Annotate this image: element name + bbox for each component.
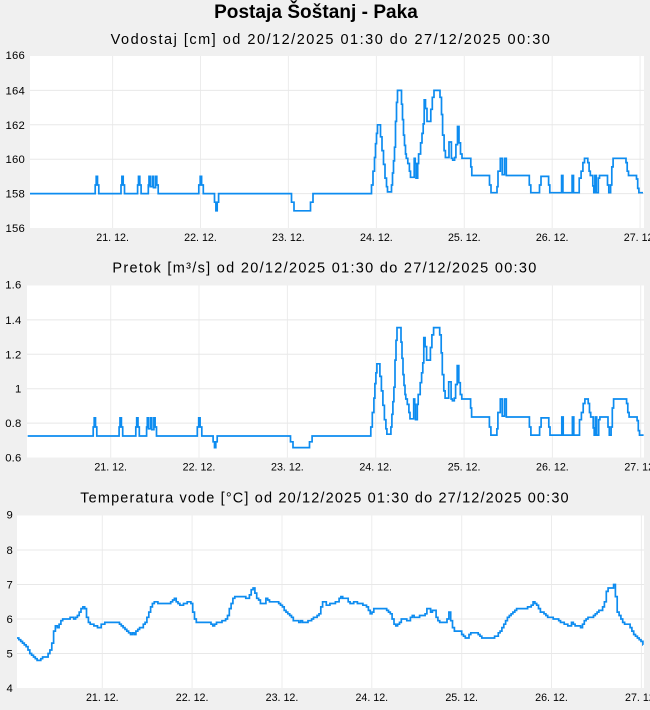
svg-text:22. 12.: 22. 12. (184, 232, 217, 244)
svg-text:26. 12.: 26. 12. (535, 692, 568, 704)
svg-text:162: 162 (6, 120, 25, 132)
svg-text:1: 1 (15, 384, 21, 396)
svg-text:25. 12.: 25. 12. (445, 692, 478, 704)
svg-text:Vodostaj [cm] od 20/12/2025 01: Vodostaj [cm] od 20/12/2025 01:30 do 27/… (111, 32, 552, 48)
svg-text:26. 12.: 26. 12. (536, 232, 569, 244)
svg-text:27. 12.: 27. 12. (625, 692, 650, 704)
svg-text:22. 12.: 22. 12. (183, 462, 216, 474)
svg-text:22. 12.: 22. 12. (176, 692, 209, 704)
svg-text:21. 12.: 21. 12. (96, 232, 129, 244)
svg-text:21. 12.: 21. 12. (94, 462, 127, 474)
svg-text:24. 12.: 24. 12. (360, 232, 393, 244)
svg-text:0.6: 0.6 (5, 453, 21, 465)
svg-text:1.2: 1.2 (5, 349, 21, 361)
svg-text:26. 12.: 26. 12. (536, 462, 569, 474)
svg-text:27. 12.: 27. 12. (624, 462, 650, 474)
svg-text:1.6: 1.6 (5, 279, 21, 291)
svg-text:24. 12.: 24. 12. (355, 692, 388, 704)
svg-text:21. 12.: 21. 12. (86, 692, 119, 704)
svg-text:24. 12.: 24. 12. (359, 462, 392, 474)
svg-text:Postaja Šoštanj - Paka: Postaja Šoštanj - Paka (214, 1, 418, 23)
svg-text:7: 7 (7, 580, 13, 592)
svg-text:164: 164 (6, 85, 25, 97)
svg-text:158: 158 (6, 189, 25, 201)
svg-text:0.8: 0.8 (5, 418, 21, 430)
svg-text:Temperatura vode [°C] od 20/12: Temperatura vode [°C] od 20/12/2025 01:3… (80, 491, 570, 507)
svg-text:23. 12.: 23. 12. (272, 232, 305, 244)
svg-text:8: 8 (7, 545, 13, 557)
svg-text:5: 5 (7, 649, 13, 661)
svg-text:25. 12.: 25. 12. (448, 462, 481, 474)
svg-text:6: 6 (7, 614, 13, 626)
svg-text:23. 12.: 23. 12. (271, 462, 304, 474)
svg-text:4: 4 (7, 683, 13, 695)
svg-text:1.4: 1.4 (5, 315, 21, 327)
svg-text:Pretok [m³/s] od 20/12/2025 01: Pretok [m³/s] od 20/12/2025 01:30 do 27/… (112, 261, 537, 277)
svg-text:160: 160 (6, 154, 25, 166)
svg-text:166: 166 (6, 50, 25, 62)
svg-text:25. 12.: 25. 12. (448, 232, 481, 244)
svg-text:9: 9 (7, 509, 13, 521)
svg-text:27. 12.: 27. 12. (624, 232, 650, 244)
svg-text:23. 12.: 23. 12. (266, 692, 299, 704)
svg-text:156: 156 (6, 223, 25, 235)
